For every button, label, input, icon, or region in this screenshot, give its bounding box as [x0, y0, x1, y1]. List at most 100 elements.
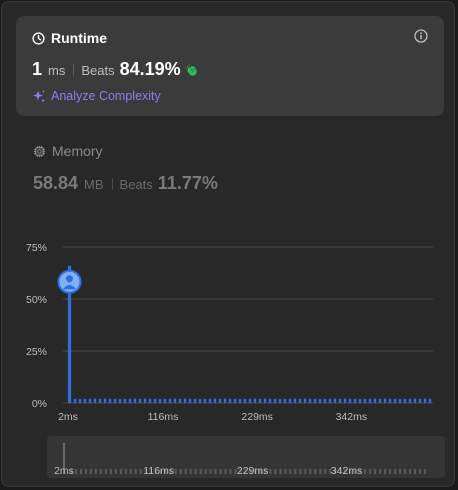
analyze-complexity-label: Analyze Complexity — [51, 89, 161, 103]
clock-icon — [32, 31, 45, 45]
bar — [103, 398, 107, 403]
bar — [168, 398, 172, 403]
bar — [358, 398, 362, 403]
bar — [313, 398, 317, 403]
scrubber-bar-highlight — [63, 443, 65, 474]
bar-highlight — [67, 265, 72, 403]
bar — [98, 398, 102, 403]
scrubber-bar — [404, 469, 407, 474]
scrubber-bar — [254, 469, 257, 474]
scrubber-bar — [294, 469, 297, 474]
sparkle-icon — [33, 90, 45, 103]
scrubber-bar — [119, 469, 122, 474]
scrubber-bar — [299, 469, 302, 474]
x-tick-label: 116ms — [148, 411, 179, 423]
scrubber-bar — [69, 469, 72, 474]
scrubber-bar — [249, 469, 252, 474]
memory-value: 58.84 — [33, 173, 79, 193]
scrubber-bar — [144, 469, 147, 474]
scrubber-bar — [134, 469, 137, 474]
memory-title[interactable]: Memory — [33, 143, 103, 159]
scrubber-bar — [339, 469, 342, 474]
scrubber-bar — [409, 469, 412, 474]
chip-icon — [33, 145, 46, 157]
bar — [123, 398, 127, 403]
bar — [428, 398, 432, 403]
scrubber-bar — [269, 469, 272, 474]
scrubber-bar — [374, 469, 377, 474]
scrubber-bar — [379, 469, 382, 474]
scrubber-bar — [244, 469, 247, 474]
info-icon[interactable] — [414, 29, 428, 43]
scrubber-bar — [159, 469, 162, 474]
runtime-distribution-chart[interactable]: 75% 50% 25% 0% 2ms 116ms 229ms 342ms 2ms 116ms 22… — [2, 2, 455, 487]
scrubber-bar — [274, 469, 277, 474]
scrubber-bar — [179, 469, 182, 474]
runtime-value: 1 — [32, 59, 43, 79]
bar — [318, 398, 322, 403]
scrubber-bar — [79, 469, 82, 474]
scrubber-bar — [124, 469, 127, 474]
bar — [283, 398, 287, 403]
bar — [368, 398, 372, 403]
memory-title-label: Memory — [52, 143, 103, 159]
memory-beats-label: Beats — [119, 177, 153, 192]
bar — [133, 398, 137, 403]
x-tick-label: 342ms — [336, 411, 368, 423]
scrubber-bar — [309, 469, 312, 474]
scrubber-bar — [154, 469, 157, 474]
bar — [303, 398, 307, 403]
scrubber-bar — [359, 469, 362, 474]
scrubber-bar — [314, 469, 317, 474]
bar — [293, 398, 297, 403]
scrubber-bar — [74, 469, 77, 474]
scrubber-bar — [209, 469, 212, 474]
scrubber-bar — [234, 469, 237, 474]
scrubber-bar — [219, 469, 222, 474]
scrubber-bar — [174, 469, 177, 474]
y-tick-label: 25% — [26, 346, 47, 358]
scrubber-bar — [239, 469, 242, 474]
bar — [158, 398, 162, 403]
bar — [218, 398, 222, 403]
scrubber-bar — [324, 469, 327, 474]
avatar-body — [63, 284, 76, 290]
bar — [258, 398, 262, 403]
scrubber-bar — [384, 469, 387, 474]
bar — [263, 398, 267, 403]
bar — [153, 398, 157, 403]
bar — [328, 398, 332, 403]
scrubber-bar — [89, 469, 92, 474]
runtime-beats-label: Beats — [81, 63, 115, 78]
scrubber-bar — [279, 469, 282, 474]
scrubber-bar — [414, 469, 417, 474]
runtime-card[interactable]: Runtime 1 ms Beats 84.19% A — [16, 16, 444, 116]
analyze-complexity-link[interactable]: Analyze Complexity — [32, 89, 161, 103]
scrubber-bar — [364, 469, 367, 474]
memory-beats-pct: 11.77% — [157, 173, 218, 193]
scrubber-bar — [369, 469, 372, 474]
scrubber-bar — [109, 469, 112, 474]
memory-stat: 58.84 MB Beats 11.77% — [33, 173, 218, 194]
bar — [113, 398, 117, 403]
bar — [173, 398, 177, 403]
scrubber-bar — [194, 469, 197, 474]
bar — [148, 398, 152, 403]
stat-divider — [73, 63, 75, 76]
bar — [343, 398, 347, 403]
scrubber-bar — [94, 469, 97, 474]
bar — [193, 398, 197, 403]
bar — [338, 398, 342, 403]
scrubber-bar — [104, 469, 107, 474]
y-tick-label: 75% — [26, 242, 47, 254]
bar — [138, 398, 142, 403]
bar — [233, 398, 237, 403]
runtime-beats-pct: 84.19% — [119, 59, 181, 79]
bar — [188, 398, 192, 403]
bar — [348, 398, 352, 403]
bar — [393, 398, 397, 403]
scrubber-bar — [114, 469, 117, 474]
bar — [93, 398, 97, 403]
bar — [78, 398, 82, 403]
bar — [373, 398, 377, 403]
